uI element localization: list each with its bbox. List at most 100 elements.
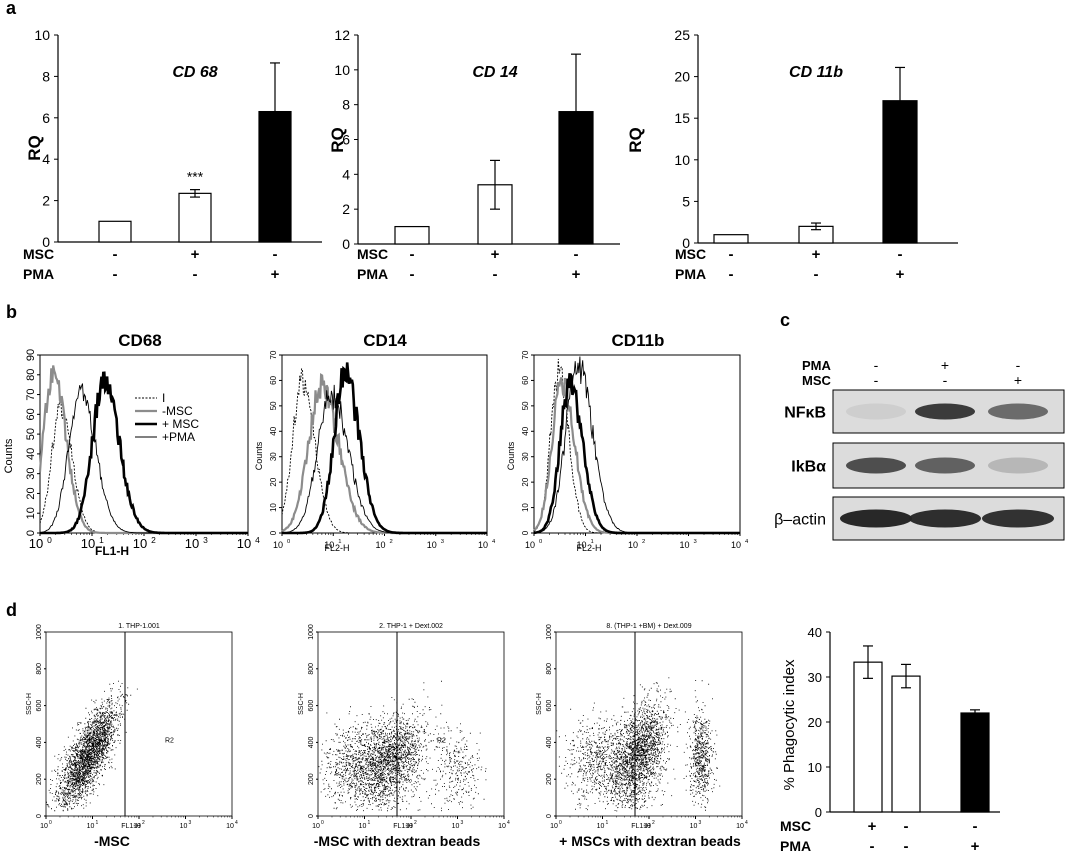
histogram-curve	[534, 356, 740, 534]
condition-sign: +	[491, 246, 500, 263]
bar-pma	[258, 110, 292, 243]
x-tick-exponent: 3	[699, 820, 702, 826]
condition-sign: -	[410, 266, 415, 283]
x-tick-label: 10	[185, 536, 199, 551]
x-tick-label: 10	[736, 823, 744, 830]
y-tick-label: 30	[808, 670, 822, 685]
cd11b-rq-bar-chart: 0 5 10 15 20 25 RQ CD 11b MSC - + - PMA - - +	[626, 27, 958, 283]
bar-pma	[558, 111, 594, 245]
y-tick-label: 2	[342, 201, 350, 217]
y-tick-label: 70	[521, 350, 530, 359]
dot-plot-msc-negative-beads: 2. THP-1 + Dext.002 0 200 400 600 800 1000 SSC-…	[298, 623, 510, 849]
y-tick-label: 10	[808, 760, 822, 775]
y-tick-label: 50	[25, 428, 37, 440]
bar-msc	[853, 661, 883, 813]
y-axis-label: SSC-H	[26, 693, 33, 715]
scatter-points	[46, 680, 138, 812]
blot-band-label: β–actin	[774, 512, 826, 529]
x-tick-exponent: 0	[321, 820, 324, 826]
x-tick-exponent: 0	[539, 539, 543, 545]
y-tick-label: 70	[25, 388, 37, 400]
x-tick-exponent: 0	[47, 535, 52, 545]
y-tick-label: 4	[342, 166, 350, 182]
legend-label: I	[162, 391, 165, 405]
blot-band	[988, 457, 1048, 474]
x-tick-label: 10	[731, 540, 741, 550]
panel-letter-b: b	[6, 302, 17, 322]
bar-control	[713, 234, 749, 244]
y-tick-label: 20	[269, 477, 278, 486]
y-tick-label: 15	[674, 110, 690, 126]
x-axis-label: FL1-H	[121, 823, 140, 830]
condition-sign: -	[814, 266, 819, 283]
x-axis-label: FL2-H	[576, 543, 601, 553]
significance-annotation: ***	[187, 169, 204, 185]
y-axis-label: RQ	[25, 135, 44, 161]
x-tick-exponent: 1	[338, 539, 341, 545]
condition-sign: +	[896, 266, 905, 283]
x-tick-exponent: 2	[151, 535, 156, 545]
x-tick-exponent: 3	[203, 535, 208, 545]
x-tick-exponent: 1	[590, 539, 593, 545]
x-tick-label: 10	[324, 540, 334, 550]
x-tick-exponent: 1	[368, 820, 371, 826]
condition-sign: -	[493, 266, 498, 283]
condition-sign: -	[410, 246, 415, 263]
panel-letter-a: a	[6, 0, 17, 18]
x-tick-label: 10	[525, 540, 535, 550]
x-tick-exponent: 1	[96, 820, 99, 826]
y-tick-label: 400	[308, 736, 315, 748]
scatter-points	[556, 677, 721, 812]
condition-sign: -	[870, 838, 875, 855]
x-tick-exponent: 2	[142, 820, 145, 826]
condition-sign: -	[574, 246, 579, 263]
y-tick-label: 60	[25, 408, 37, 420]
y-tick-label: 400	[36, 736, 43, 748]
blot-band	[982, 509, 1054, 528]
y-axis-label: RQ	[328, 127, 347, 153]
y-tick-label: 800	[546, 663, 553, 675]
cd11b-histogram: CD11b 0 10 20 30 40 50 60 70 Counts 10 0 10 1 10 2 10 3 10…	[506, 331, 749, 553]
x-tick-label: 10	[133, 536, 147, 551]
y-axis-label: Counts	[506, 441, 516, 470]
y-tick-label: 20	[808, 715, 822, 730]
phagocytic-index-bar-chart: 0 10 20 30 40 % Phagocytic index MSC + - - PMA - - +	[780, 625, 1000, 855]
y-tick-label: 10	[334, 62, 350, 78]
blot-condition-label: MSC	[802, 373, 832, 388]
y-tick-label: 30	[521, 452, 530, 461]
x-tick-exponent: 4	[255, 535, 260, 545]
y-tick-label: 8	[42, 68, 50, 84]
x-tick-exponent: 4	[235, 820, 238, 826]
y-tick-label: 4	[42, 151, 50, 167]
bar-control	[98, 220, 132, 243]
condition-sign: +	[271, 266, 280, 283]
legend-label: -MSC	[162, 404, 193, 418]
histogram-curve	[39, 383, 248, 534]
y-tick-label: 40	[25, 448, 37, 460]
x-tick-label: 10	[478, 540, 488, 550]
x-tick-label: 10	[452, 823, 460, 830]
y-tick-label: 2	[42, 193, 50, 209]
blot-band	[988, 403, 1048, 420]
condition-label-msc: MSC	[675, 246, 706, 262]
panel-letter-d: d	[6, 600, 17, 620]
x-axis-label: FL1-H	[393, 823, 412, 830]
y-tick-label: 60	[269, 375, 278, 384]
y-tick-label: 20	[521, 477, 530, 486]
blot-condition-sign: +	[941, 357, 949, 373]
scatter-point-cloud	[556, 677, 721, 812]
condition-label-pma: PMA	[357, 266, 388, 282]
y-tick-label: 50	[521, 401, 530, 410]
y-tick-label: 25	[674, 27, 690, 43]
x-tick-label: 10	[312, 823, 320, 830]
y-axis-label: Counts	[254, 441, 264, 470]
bar-control	[394, 225, 430, 245]
blot-condition-sign: -	[943, 372, 948, 388]
blot-band	[915, 457, 975, 474]
y-tick-label: 800	[308, 663, 315, 675]
x-tick-exponent: 3	[441, 539, 444, 545]
x-tick-exponent: 2	[652, 820, 655, 826]
y-tick-label: 30	[269, 452, 278, 461]
y-tick-label: 90	[25, 349, 37, 361]
